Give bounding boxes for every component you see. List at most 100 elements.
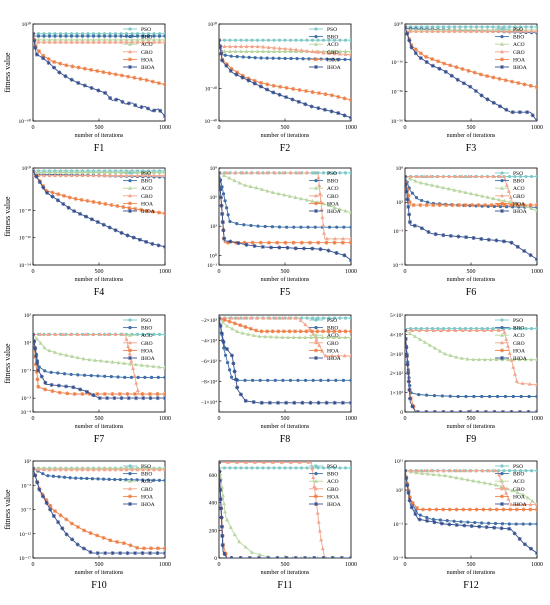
panel-f10-ihoa-point [155,551,160,556]
panel-f3-gro-point [436,29,440,33]
panel-f10-gro-point [141,467,145,472]
panel-f12-hoa-point [407,495,412,500]
panel-f8-legend-label-pso: PSO [327,318,337,324]
panel-f2-legend-label-bbo: BBO [327,35,338,41]
panel-f10-ytick-label-2: 10⁻⁷ [21,508,31,514]
panel-f6-aco-point [413,178,418,183]
panel-f12-ytick-label-0: 10¹¹ [394,459,403,465]
panel-f12-gro-point [441,468,446,473]
panel-f3-gro-point [441,29,446,33]
panel-f8-aco-point [343,335,348,339]
panel-f9-legend-marker-ihoa [500,356,504,360]
panel-f3-gro-point [507,29,512,33]
panel-f4-ihoa-point [107,225,112,230]
panel-f6-ihoa-point [405,182,408,187]
panel-f7-gro-point [98,332,103,336]
panel-f6-gro-point [460,174,465,179]
panel-f7-ihoa-point [33,332,35,337]
panel-f9-legend-label-aco: ACO [513,333,525,339]
panel-f11-aco-point [316,555,319,558]
panel-f2-pso-point [299,38,304,42]
panel-f4-aco-point [42,170,46,175]
panel-f5-ytick-label-2: 10³ [210,224,218,230]
panel-f11-ihoa-point [247,556,252,558]
panel-f1-pso-point [75,32,79,36]
panel-f9-bbo-point [417,392,421,397]
panel-f1-bbo-point [113,34,118,38]
panel-f11-ytick-label-3: 0 [214,556,217,562]
panel-f5-aco-point [254,185,259,190]
panel-f9-bbo-point [424,393,429,397]
panel-f2-ihoa-point [220,58,225,63]
panel-f8-hoa-point [238,323,243,328]
panel-f6-gro-point [466,174,471,179]
panel-f5-ihoa-point [222,236,227,241]
panel-f9-ihoa-point [432,410,437,412]
panel-f6-aco-point [446,186,451,191]
panel-f11-pso-point [343,466,348,470]
panel-f1-gro-point [152,39,156,44]
panel-f11-ihoa-point [229,556,234,558]
panel-f2-legend-label-ihoa: IHOA [327,65,341,71]
panel-f9-legend-label-ihoa: IHOA [513,356,527,362]
panel-f8-ihoa-point [300,400,305,405]
panel-f8-aco-point [297,335,302,339]
panel-f10-ihoa-point [81,546,86,551]
panel-f8-gro-point [255,315,260,320]
panel-f1-pso-point [47,32,52,36]
panel-f1-legend-label-bbo: BBO [141,35,152,41]
panel-f2-pso-point [310,38,315,42]
panel-f11-ihoa-point [266,556,271,558]
panel-f11-aco-point [228,525,233,529]
panel-f11-aco-point [257,552,262,557]
panel-f8-aco-point [230,326,235,331]
panel-f2-gro-point [244,44,249,49]
panel-f6-hoa-point [463,203,468,208]
panel-f6-gro-point [415,174,420,179]
panel-f12-hoa-point [481,507,486,512]
panel-f7-bbo-point [96,374,100,378]
panel-f8-gro-point [314,337,319,342]
panel-f2-hoa-point [265,82,270,87]
panel-f5-ihoa-point [220,211,225,216]
panel-f1-ihoa-point [33,31,35,36]
panel-f10-xtick-label-2: 1000 [159,562,171,568]
panel-f7-ihoa-point [134,396,139,401]
panel-f6-gro-point [453,174,458,179]
panel-f1-gro-point [36,39,41,44]
panel-f2-xlabel: number of iterations [261,132,310,139]
panel-f2-gro-point [332,51,337,56]
panel-f8-bbo-point [319,378,323,382]
panel-f7-bbo-point [136,375,140,379]
panel-f2-bbo-point [337,57,341,61]
panel-f7-legend-marker-gro [128,340,132,345]
panel-f7-ihoa-point [33,339,37,344]
panel-f5-bbo-point [285,225,289,229]
panel-f4-gro-point [58,173,63,178]
panel-f4-hoa-point [121,205,126,210]
panel-f10-ihoa-point [110,551,115,556]
panel-f8-hoa-point [293,329,298,334]
panel-f5-xtick-label-1: 500 [281,269,290,275]
panel-f5-gro-point [232,170,237,175]
panel-f9-bbo-point [519,394,523,399]
panel-f5-bbo-point [270,225,274,229]
panel-f10-hoa-point [121,541,126,546]
panel-f1-gro-point [53,39,57,44]
panel-f2-bbo-point [259,56,263,60]
panel-f10-ylabel: fitness value [3,489,12,530]
panel-f4-legend-marker-ihoa [128,209,132,213]
panel-f4-aco-point [163,170,165,175]
panel-f3-xlabel: number of iterations [447,132,496,139]
panel-f2-aco-point [228,49,232,53]
panel-f1-aco-point [58,37,63,42]
panel-f11-pso-point [305,466,309,470]
panel-f1-bbo-point [108,34,112,38]
panel-f2-xtick-label-2: 1000 [345,125,357,131]
panel-f4-gro-point [124,173,129,178]
panel-f5-legend-marker-aco [314,186,318,190]
panel-f2-ihoa-point [303,102,308,107]
